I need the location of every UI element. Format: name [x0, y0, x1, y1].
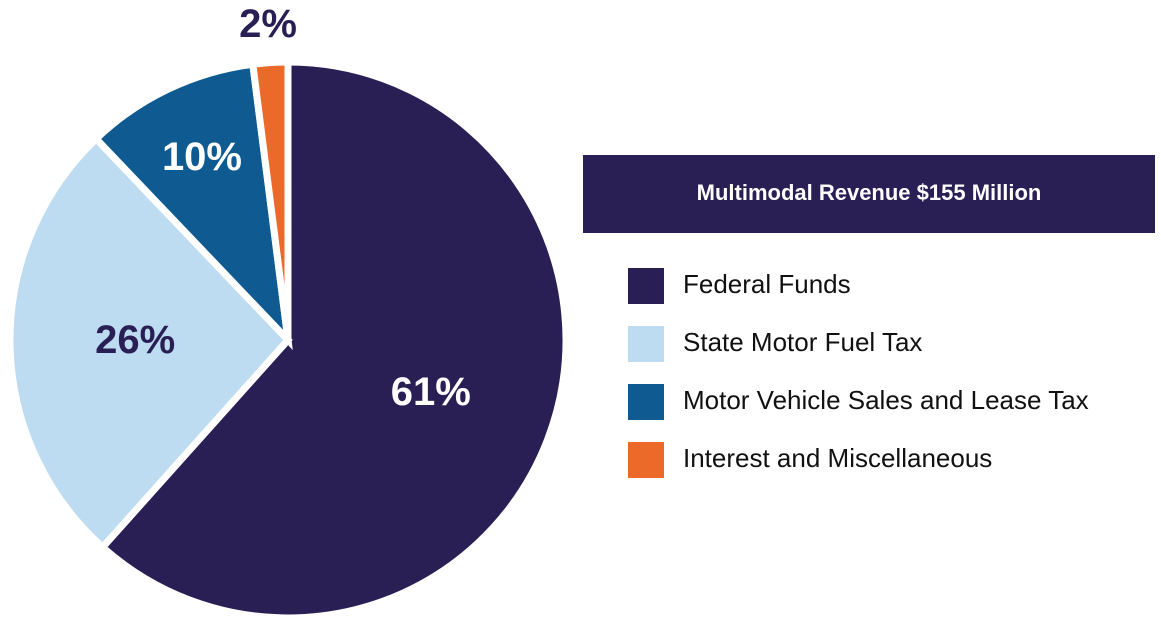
title-box — [583, 155, 1155, 233]
chart-title: Multimodal Revenue $155 Million — [697, 180, 1042, 205]
legend-label: State Motor Fuel Tax — [683, 327, 922, 357]
data-label: 26% — [95, 318, 175, 362]
pie-slice — [6, 133, 293, 553]
legend-swatch — [628, 326, 664, 362]
pie-slice — [97, 58, 570, 618]
legend-label: Interest and Miscellaneous — [683, 443, 992, 473]
pie-slice — [91, 60, 293, 351]
legend-label: Motor Vehicle Sales and Lease Tax — [683, 385, 1089, 415]
data-label: 2% — [239, 2, 297, 46]
data-label: 61% — [391, 370, 471, 414]
legend-swatch — [628, 268, 664, 304]
data-label: 10% — [162, 135, 242, 179]
legend-label: Federal Funds — [683, 269, 851, 299]
legend-swatch — [628, 384, 664, 420]
pie-slice — [248, 58, 292, 341]
legend-swatch — [628, 442, 664, 478]
